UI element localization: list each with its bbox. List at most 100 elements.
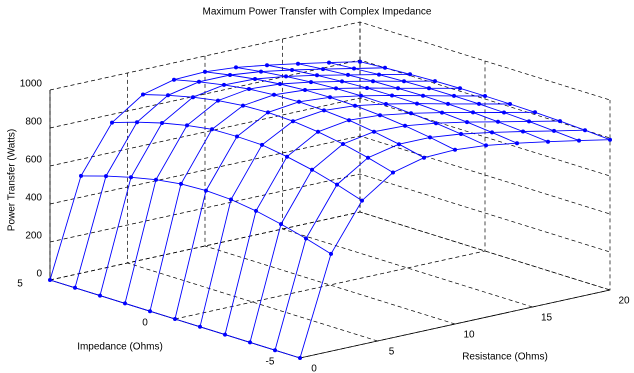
surface-point (459, 132, 463, 136)
surface-point (428, 135, 432, 140)
surface-point (458, 86, 462, 91)
surface-point (253, 77, 257, 81)
surface-point (148, 309, 152, 314)
surface-point (453, 147, 457, 152)
surface-point (310, 167, 314, 172)
surface-line (299, 139, 611, 359)
y-tick-label: 0 (142, 318, 148, 329)
surface-point (409, 111, 413, 116)
surface-point (98, 293, 102, 298)
surface-point (110, 120, 114, 125)
surface-line (80, 175, 332, 255)
surface-point (327, 60, 331, 65)
surface-point (304, 236, 308, 241)
surface-line (274, 129, 586, 351)
surface-point (248, 340, 252, 345)
grid-line (204, 56, 456, 325)
surface-line (174, 95, 486, 320)
surface-point (316, 129, 320, 134)
surface-point (415, 101, 419, 106)
axis-line (49, 90, 611, 359)
surface-point (278, 82, 282, 86)
surface-point (521, 129, 525, 134)
surface-point (173, 317, 177, 321)
surface-point (254, 208, 258, 213)
surface-point (346, 72, 350, 77)
surface-point (446, 101, 450, 106)
surface-point (421, 93, 425, 98)
surface-point (298, 356, 302, 360)
grid-line (282, 39, 533, 308)
surface-point (179, 181, 183, 186)
surface-point (397, 142, 401, 147)
surface-point (235, 134, 239, 139)
surface-point (335, 182, 339, 187)
z-tick-label: 0 (36, 269, 42, 280)
surface-point (484, 143, 488, 148)
surface-point (384, 102, 388, 106)
surface-point (396, 86, 400, 91)
surface-point (340, 79, 344, 84)
surface-point (234, 65, 238, 70)
surface-point (79, 173, 83, 178)
surface-point (341, 142, 345, 146)
surface-point (546, 139, 550, 144)
surface-point (154, 177, 158, 182)
surface-point (434, 121, 438, 126)
x-tick-label: 5 (389, 347, 395, 358)
surface-point (228, 73, 232, 77)
surface-point (328, 95, 332, 100)
z-axis-label: Power Transfer (Watts) (7, 129, 18, 231)
surface-point (290, 68, 294, 72)
surface-point (483, 94, 487, 98)
surface-point (48, 278, 52, 282)
surface-point (296, 61, 300, 66)
surface-point (383, 65, 387, 70)
surface-point (135, 120, 139, 125)
surface-point (166, 93, 170, 98)
chart-title: Maximum Power Transfer with Complex Impe… (203, 7, 432, 18)
surface-point (490, 130, 494, 135)
surface-point (297, 99, 301, 104)
surface-point (329, 251, 333, 256)
surface-point (223, 332, 227, 337)
surface-point (352, 66, 356, 71)
grid-line (49, 97, 611, 177)
surface-point (552, 128, 556, 133)
surface-line (149, 87, 460, 312)
surface-point (477, 101, 481, 106)
surface-point (390, 93, 394, 98)
surface-point (515, 141, 519, 146)
surface-point (427, 86, 431, 91)
surface-point (377, 72, 381, 77)
surface-point (129, 175, 133, 180)
surface-line (199, 103, 511, 327)
surface-point (247, 87, 251, 91)
surface-line (99, 73, 411, 296)
x-tick-label: 0 (311, 364, 317, 373)
surface-point (403, 123, 407, 128)
surface-point (508, 102, 512, 106)
surface-point (123, 301, 127, 306)
surface-point (577, 138, 581, 143)
y-tick-label: 5 (17, 279, 23, 290)
surface-point (360, 198, 364, 203)
surface-point (284, 74, 288, 79)
surface-point (104, 174, 108, 179)
surface-point (366, 155, 370, 160)
surface-point (433, 79, 437, 84)
x-tick-label: 15 (541, 313, 553, 324)
y-axis-label: Impedance (Ohms) (77, 342, 163, 353)
surface-point (259, 69, 263, 74)
surface-point (353, 103, 357, 108)
surface-point (527, 119, 531, 124)
surface-point (309, 80, 313, 85)
x-tick-label: 20 (618, 296, 630, 307)
surface-point (322, 108, 326, 113)
surface-point (185, 123, 189, 128)
surface-line (74, 67, 386, 288)
surface-point (321, 67, 325, 72)
surface-point (204, 188, 208, 193)
surface-point (608, 137, 612, 142)
